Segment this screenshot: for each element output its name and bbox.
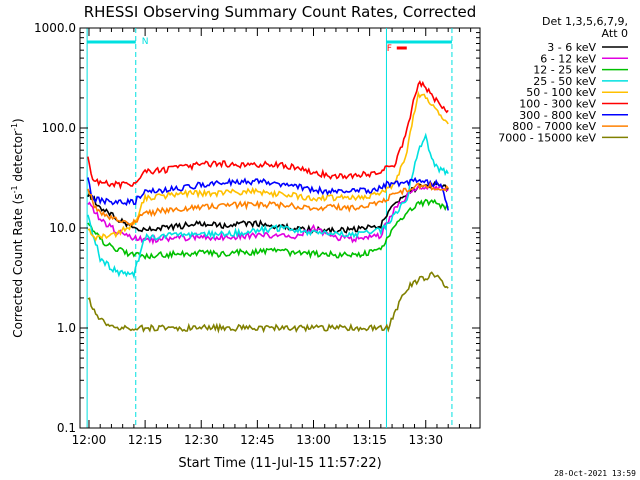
series-line-4 xyxy=(87,90,449,242)
x-tick-label-5: 13:15 xyxy=(352,433,387,447)
series-7 xyxy=(87,181,449,226)
y-tick-label-0: 1000.0 xyxy=(34,21,76,35)
y-tick-label-1: 100.0 xyxy=(42,121,76,135)
legend-label-4: 50 - 100 keV xyxy=(526,86,596,99)
series-2 xyxy=(87,198,449,261)
series-1 xyxy=(87,182,449,246)
series-0 xyxy=(87,180,449,236)
series-line-2 xyxy=(87,198,449,261)
legend-label-7: 800 - 7000 keV xyxy=(512,120,596,133)
series-8 xyxy=(87,271,449,334)
x-tick-label-4: 13:00 xyxy=(296,433,331,447)
y-tick-label-3: 1.0 xyxy=(57,321,76,335)
legend-header-1: Det 1,3,5,6,7,9, xyxy=(542,15,628,28)
y-axis-label: Corrected Count Rate (s-1 detector-1) xyxy=(10,118,25,337)
series-line-0 xyxy=(87,180,449,236)
timestamp: 28-Oct-2021 13:59 xyxy=(554,469,636,478)
legend-label-3: 25 - 50 keV xyxy=(533,75,596,88)
y-axis-label-part3: ) xyxy=(11,118,25,123)
y-axis-label-sup2: -1 xyxy=(10,123,19,131)
series-line-3 xyxy=(87,132,449,280)
legend-label-8: 7000 - 15000 keV xyxy=(498,131,596,144)
legend-label-1: 6 - 12 keV xyxy=(540,52,596,65)
legend-label-2: 12 - 25 keV xyxy=(533,64,596,77)
flare-label: F xyxy=(387,44,392,54)
x-tick-label-3: 12:45 xyxy=(240,433,275,447)
y-tick-label-2: 10.0 xyxy=(49,221,76,235)
x-tick-label-2: 12:30 xyxy=(184,433,219,447)
chart-title: RHESSI Observing Summary Count Rates, Co… xyxy=(84,3,477,21)
series-line-1 xyxy=(87,182,449,246)
series-6 xyxy=(87,176,449,211)
legend-label-5: 100 - 300 keV xyxy=(519,98,596,111)
x-axis-label: Start Time (11-Jul-15 11:57:22) xyxy=(178,456,381,471)
night-label: N xyxy=(142,37,149,47)
series-4 xyxy=(87,90,449,242)
y-axis-label-part2: detector xyxy=(11,131,25,186)
series-line-7 xyxy=(87,181,449,226)
legend-header-2: Att 0 xyxy=(602,27,628,40)
legend-label-0: 3 - 6 keV xyxy=(547,41,596,54)
y-axis-label-sup1: -1 xyxy=(10,185,19,193)
series-3 xyxy=(87,132,449,280)
x-tick-label-1: 12:15 xyxy=(128,433,163,447)
series-line-8 xyxy=(87,271,449,334)
x-tick-label-0: 12:00 xyxy=(72,433,107,447)
series-line-6 xyxy=(87,176,449,211)
series-5 xyxy=(87,79,449,190)
x-tick-label-6: 13:30 xyxy=(408,433,443,447)
y-axis-label-part1: Corrected Count Rate (s xyxy=(11,193,25,337)
plot-area: N F 1000.0 100.0 10.0 1.0 0.112:00 12:15 12:30 12… xyxy=(34,21,481,447)
legend-label-6: 300 - 800 keV xyxy=(519,109,596,122)
y-tick-label-4: 0.1 xyxy=(57,421,76,435)
series-line-5 xyxy=(87,79,449,190)
